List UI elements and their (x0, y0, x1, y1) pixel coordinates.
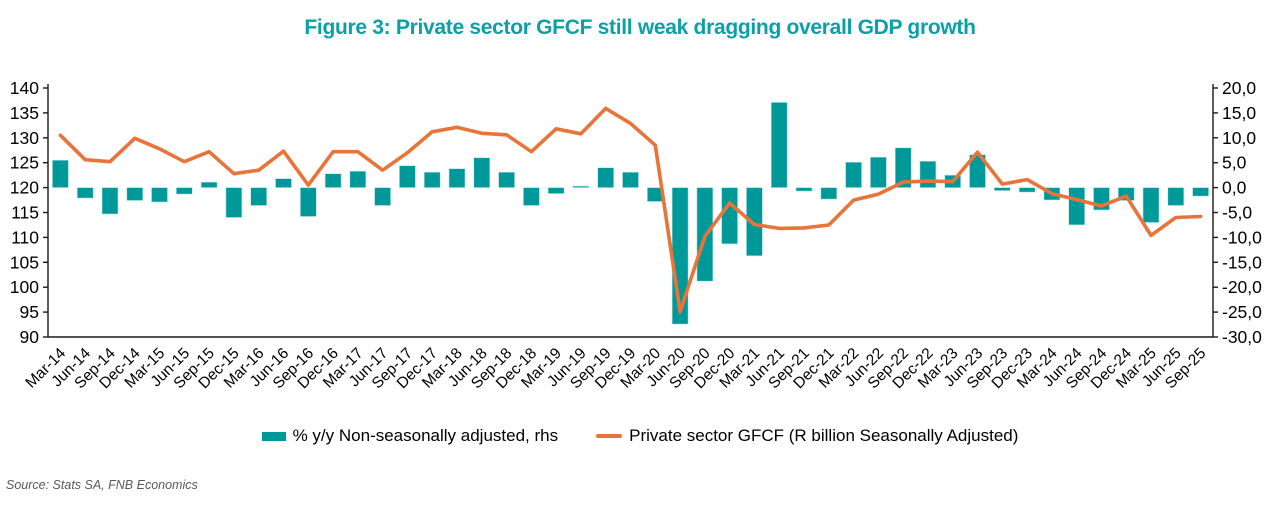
right-tick-label: 0,0 (1222, 178, 1247, 198)
bar-series-swatch (261, 431, 286, 441)
bar-Sep-22 (894, 147, 912, 188)
bar-Jun-17 (374, 187, 391, 206)
legend-item-bars: % y/y Non-seasonally adjusted, rhs (261, 426, 559, 446)
bar-Mar-16 (250, 187, 267, 206)
left-tick-label: 115 (11, 203, 39, 223)
bar-Sep-19 (597, 167, 615, 188)
bar-Dec-22 (919, 160, 937, 188)
bar-Dec-18 (523, 187, 540, 206)
left-tick-label: 105 (10, 252, 39, 272)
line-series-swatch (596, 434, 623, 438)
x-axis-labels: Mar-14Jun-14Sep-14Dec-14Mar-15Jun-15Sep-… (22, 345, 1209, 393)
source-note: Source: Stats SA, FNB Economics (6, 478, 198, 492)
bar-Sep-25 (1192, 187, 1209, 197)
bar-Mar-21 (746, 187, 763, 257)
bar-Jun-24 (1068, 187, 1085, 226)
bar-Sep-14 (101, 187, 119, 215)
axes (47, 84, 1214, 338)
bar-Dec-20 (721, 187, 738, 245)
legend-item-line: Private sector GFCF (R billion Seasonall… (596, 426, 1018, 446)
bar-Dec-21 (820, 187, 838, 200)
bar-Sep-21 (795, 187, 813, 192)
left-tick-label: 140 (10, 78, 39, 98)
right-tick-label: -25,0 (1222, 302, 1262, 322)
bar-Mar-25 (1142, 187, 1160, 223)
right-tick-label: -20,0 (1222, 277, 1262, 297)
right-tick-label: -10,0 (1222, 227, 1262, 247)
bar-Jun-14 (76, 187, 94, 199)
bar-Dec-15 (225, 187, 243, 218)
bar-Dec-17 (423, 171, 441, 188)
bar-Dec-23 (1018, 187, 1036, 193)
right-tick-label: 5,0 (1222, 153, 1247, 173)
left-tick-label: 90 (20, 327, 40, 347)
left-tick-label: 125 (10, 153, 39, 173)
bar-Jun-18 (473, 157, 491, 188)
right-axis-ticks: 20,0 15,0 10,0 5,0 0,0 -5,0 -10,0 -15,0 -20,0 -25… (1213, 78, 1262, 347)
right-tick-label: -15,0 (1222, 252, 1262, 272)
bar-Mar-22 (845, 161, 862, 188)
left-tick-label: 110 (11, 227, 39, 247)
bar-Sep-17 (399, 165, 416, 188)
left-tick-label: 100 (10, 277, 39, 297)
bar-Dec-16 (324, 173, 342, 188)
legend: % y/y Non-seasonally adjusted, rhs Priva… (0, 426, 1280, 446)
legend-label-line: Private sector GFCF (R billion Seasonall… (629, 426, 1019, 445)
right-tick-label: -30,0 (1222, 327, 1262, 347)
left-tick-label: 130 (10, 128, 39, 148)
bar-Mar-17 (349, 170, 367, 188)
figure-title: Figure 3: Private sector GFCF still weak… (304, 16, 976, 39)
bar-Sep-15 (200, 181, 218, 188)
bar-Jun-21 (770, 102, 788, 188)
bar-Jun-19 (572, 185, 590, 188)
left-axis-ticks: 140 135 130 125 120 115 110 105 100 95 90 (10, 78, 48, 347)
bar-Dec-14 (126, 187, 144, 201)
bar-Dec-19 (622, 171, 639, 188)
bar-series (52, 102, 1209, 325)
right-tick-label: -5,0 (1222, 203, 1252, 223)
left-tick-label: 95 (20, 302, 39, 322)
legend-label-bars: % y/y Non-seasonally adjusted, rhs (292, 426, 559, 445)
left-tick-label: 120 (10, 178, 39, 198)
bar-Jun-15 (176, 187, 193, 195)
bar-Mar-14 (52, 159, 69, 188)
left-tick-label: 135 (10, 103, 39, 123)
bar-Jun-16 (275, 178, 292, 188)
bar-Sep-18 (498, 171, 515, 188)
bar-Jun-25 (1167, 187, 1185, 206)
bar-Mar-18 (448, 168, 466, 188)
bar-Sep-23 (993, 187, 1011, 191)
bar-Mar-19 (547, 187, 565, 194)
right-tick-label: 20,0 (1222, 78, 1256, 98)
bar-Sep-16 (299, 187, 317, 217)
right-tick-label: 10,0 (1222, 128, 1256, 148)
bar-Mar-15 (151, 187, 168, 203)
bar-Jun-22 (870, 156, 887, 188)
right-tick-label: 15,0 (1222, 103, 1256, 123)
gfcf-line (58, 106, 1203, 314)
